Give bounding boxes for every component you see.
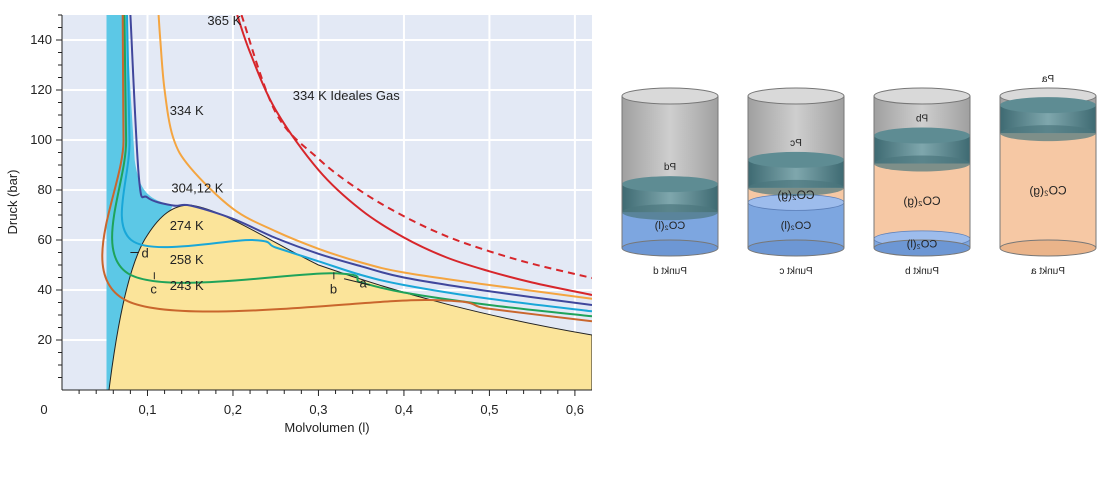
cylinder-punkt-b: Pb CO₂(g) CO₂(l) Punkt b	[873, 87, 971, 277]
isotherm-274-k	[120, 15, 592, 313]
y-tick-label: 40	[38, 282, 52, 297]
cylinder-rim	[873, 87, 971, 105]
cylinder-upper	[748, 96, 844, 160]
x-tick-label: 0,1	[138, 402, 156, 417]
cylinder-caption: Punkt d	[653, 266, 687, 277]
gas-region	[874, 163, 970, 239]
isotherm-label: 365 K	[207, 13, 241, 28]
cylinder-base	[747, 239, 845, 257]
cylinder-caption: Punkt c	[779, 266, 812, 277]
cylinder-caption: Punkt a	[1031, 266, 1065, 277]
point-label: d	[142, 246, 149, 261]
y-tick-label: 20	[38, 332, 52, 347]
gas-region	[1000, 133, 1096, 248]
isotherm-365-k	[236, 15, 592, 296]
x-axis-title: Molvolumen (l)	[284, 420, 369, 435]
cylinder-base	[999, 239, 1097, 257]
piston-top	[622, 176, 718, 193]
cylinder-rim	[747, 87, 845, 105]
gas-label: CO₂(g)	[777, 188, 814, 202]
liquid-label: CO₂(l)	[907, 238, 938, 250]
cylinder-rim	[621, 87, 719, 105]
isotherm-334-k-ideales-gas	[240, 15, 592, 279]
pressure-label: Pa	[1041, 74, 1054, 85]
isotherm-label: 258 K	[170, 252, 204, 267]
point-labels: a b c d	[130, 246, 370, 296]
y-tick-label: 100	[30, 132, 52, 147]
x-tick-label: 0,2	[224, 402, 242, 417]
liquid-label: CO₂(l)	[655, 220, 686, 232]
cylinder-illustrations: Pd CO₂(l) Punkt d Pc CO₂(g) CO₂(l) Punkt c Pb CO…	[621, 74, 1097, 277]
piston-top	[748, 151, 844, 168]
liquid-label: CO₂(l)	[781, 220, 812, 232]
isotherm-label: 334 K	[170, 103, 204, 118]
piston-bottom	[748, 179, 844, 196]
cylinder-caption: Punkt b	[905, 266, 939, 277]
isotherm-label: 243 K	[170, 278, 204, 293]
y-tick-label: 120	[30, 82, 52, 97]
cylinder-punkt-c: Pc CO₂(g) CO₂(l) Punkt c	[747, 87, 845, 277]
isotherm-243-k	[101, 15, 592, 323]
pressure-label: Pb	[915, 114, 928, 125]
axes: 0,1 0,2 0,3 0,4 0,5 0,6 20 40 60 80 100 120 140	[30, 14, 592, 417]
y-tick-label: 80	[38, 182, 52, 197]
x-tick-label: 0,4	[395, 402, 413, 417]
cylinder-base	[621, 239, 719, 257]
cylinder-upper	[622, 96, 718, 185]
piston-bottom	[622, 204, 718, 221]
y-axis-title: Druck (bar)	[5, 169, 20, 234]
x-tick-label: 0,5	[480, 402, 498, 417]
point-label: b	[330, 281, 337, 296]
piston-bottom	[874, 155, 970, 172]
piston-top	[874, 127, 970, 144]
origin-label: 0	[40, 402, 47, 417]
piston-top	[1000, 97, 1096, 114]
y-tick-label: 60	[38, 232, 52, 247]
point-marker-a	[343, 278, 370, 286]
piston-bottom	[1000, 125, 1096, 142]
isotherm-label: 274 K	[170, 218, 204, 233]
cylinder-punkt-d: Pd CO₂(l) Punkt d	[621, 87, 719, 277]
gas-label: CO₂(g)	[903, 194, 940, 208]
isotherm-label: 334 K Ideales Gas	[293, 88, 400, 103]
isotherm-334-k	[157, 15, 592, 300]
isotherm-labels: 365 K 334 K Ideales Gas 334 K 304,12 K 274 K…	[170, 13, 401, 293]
pressure-label: Pd	[664, 162, 676, 173]
pressure-label: Pc	[790, 138, 802, 149]
y-tick-label: 140	[30, 32, 52, 47]
gas-label: CO₂(g)	[1029, 184, 1066, 198]
isotherm-304-12-k	[129, 15, 592, 306]
cylinder-punkt-a: Pa CO₂(g) Punkt a	[999, 74, 1097, 277]
x-tick-label: 0,6	[566, 402, 584, 417]
isotherm-label: 304,12 K	[171, 181, 223, 196]
x-tick-label: 0,3	[309, 402, 327, 417]
pv-diagram: 0,1 0,2 0,3 0,4 0,5 0,6 20 40 60 80 100 120 140 365 …	[5, 13, 592, 435]
point-label: a	[359, 276, 367, 291]
point-label: c	[150, 281, 157, 296]
